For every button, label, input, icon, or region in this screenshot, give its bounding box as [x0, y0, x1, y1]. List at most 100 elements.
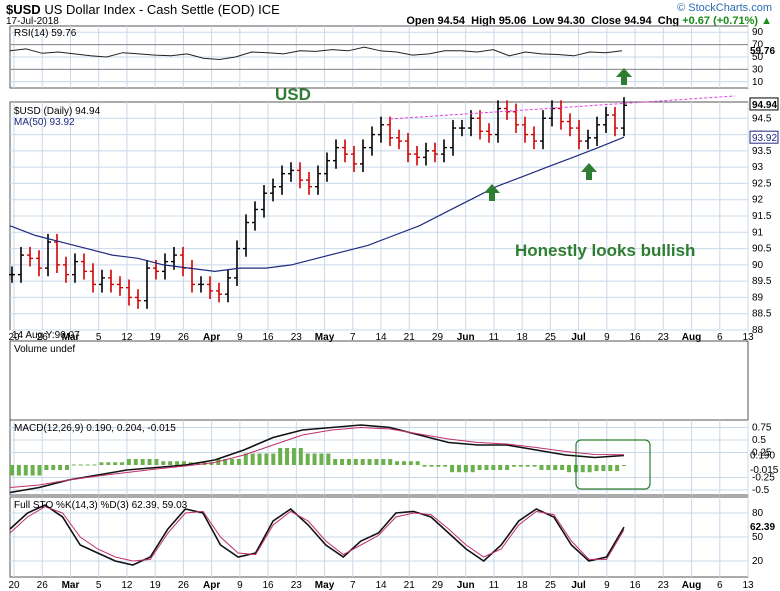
x-tick-label-bottom: 18 [517, 580, 529, 591]
macd-histogram-bar [168, 461, 173, 465]
rsi-line [9, 46, 623, 61]
y-tick-label: 89 [752, 292, 764, 303]
y-tick-label: 0.25 [752, 448, 772, 459]
up-arrow-icon [581, 163, 597, 180]
macd-histogram-bar [37, 465, 42, 476]
x-tick-label-bottom: 6 [717, 580, 723, 591]
y-tick-label: -0.25 [752, 473, 775, 484]
macd-histogram-bar [175, 461, 180, 465]
y-tick-label: 93.5 [752, 146, 772, 157]
x-tick-label: 11 [489, 332, 500, 343]
x-tick-label-bottom: 21 [404, 580, 416, 591]
price-label: $USD (Daily) 94.94 [14, 106, 101, 117]
chart-date: 17-Jul-2018 [6, 16, 59, 27]
x-tick-label-bottom: 14 [375, 580, 387, 591]
macd-histogram-bar [415, 461, 420, 465]
sto-label: Full STO %K(14,3) %D(3) 62.39, 59.03 [14, 500, 188, 511]
macd-histogram-bar [10, 465, 14, 476]
chart-title: $USD US Dollar Index - Cash Settle (EOD)… [6, 2, 280, 17]
instrument-name: US Dollar Index - Cash Settle (EOD) [44, 2, 255, 17]
macd-line [9, 424, 625, 494]
macd-histogram-bar [78, 464, 83, 466]
macd-histogram-bar [271, 453, 276, 465]
y-tick-label: 92 [752, 195, 764, 206]
macd-histogram-bar [223, 459, 228, 465]
x-tick-label: 18 [517, 332, 529, 343]
macd-histogram-bar [395, 461, 400, 465]
x-tick-label: 23 [291, 332, 303, 343]
ma50-line [9, 136, 625, 273]
rsi-label: RSI(14) 59.76 [14, 28, 77, 39]
y-tick-label: 80 [752, 508, 764, 519]
macd-label: MACD(12,26,9) 0.190, 0.204, -0.015 [14, 423, 176, 434]
macd-histogram-bar [470, 465, 475, 473]
x-tick-label: 12 [121, 332, 133, 343]
macd-histogram-bar [511, 465, 516, 467]
macd-histogram-bar [305, 453, 310, 465]
macd-histogram-bar [51, 465, 56, 470]
x-tick-label-bottom: Mar [62, 580, 80, 591]
macd-histogram-bar [30, 465, 35, 476]
macd-histogram-bar [422, 465, 427, 467]
macd-histogram-bar [154, 459, 159, 465]
x-tick-label: 6 [717, 332, 723, 343]
macd-histogram-bar [601, 465, 606, 472]
y-tick-label: 0.5 [752, 435, 766, 446]
low-marker: 14 Aug Y:90.07 [12, 330, 80, 341]
x-tick-label-bottom: 16 [263, 580, 275, 591]
y-tick-label: 90 [752, 260, 764, 271]
macd-histogram-bar [388, 459, 393, 465]
x-tick-label: May [315, 332, 335, 343]
macd-histogram-bar [285, 448, 290, 465]
x-tick-label: 9 [237, 332, 243, 343]
x-tick-label: 26 [37, 332, 49, 343]
macd-histogram-bar [85, 464, 90, 466]
macd-histogram-bar [333, 459, 338, 465]
macd-histogram-bar [147, 459, 152, 465]
macd-histogram-bar [367, 459, 372, 465]
y-tick-label: 89.5 [752, 276, 772, 287]
y-tick-label: 91 [752, 227, 764, 238]
x-tick-label-bottom: 9 [237, 580, 243, 591]
x-tick-label: 21 [404, 332, 416, 343]
macd-histogram-bar [99, 462, 104, 465]
macd-histogram-bar [291, 448, 296, 465]
macd-histogram-bar [353, 459, 358, 465]
macd-histogram-bar [463, 465, 468, 473]
y-tick-label: 92.5 [752, 178, 772, 189]
macd-histogram-bar [456, 465, 461, 473]
macd-histogram-bar [319, 453, 324, 465]
macd-histogram-bar [140, 459, 145, 465]
macd-histogram-bar [209, 462, 214, 465]
x-tick-label-bottom: 23 [658, 580, 670, 591]
macd-signal-line [9, 426, 625, 488]
macd-histogram-bar [615, 465, 620, 472]
macd-histogram-bar [408, 461, 413, 465]
macd-histogram-bar [594, 465, 599, 472]
y-tick-label: 88.5 [752, 309, 772, 320]
rsi-last-value: 59.76 [750, 46, 775, 57]
y-tick-label: 90 [752, 27, 764, 38]
change-value: +0.67 (+0.71%) [682, 15, 759, 27]
x-tick-label-bottom: 23 [291, 580, 303, 591]
macd-histogram-bar [587, 465, 592, 473]
x-tick-label-bottom: 16 [630, 580, 642, 591]
up-triangle-icon: ▲ [761, 15, 772, 27]
y-tick-label: 20 [752, 556, 764, 567]
macd-histogram-bar [106, 462, 111, 465]
x-tick-label-bottom: 12 [121, 580, 133, 591]
x-tick-label: 16 [263, 332, 275, 343]
ma-last-box [749, 130, 779, 144]
macd-histogram-bar [126, 459, 131, 465]
macd-histogram-bar [560, 465, 565, 470]
x-tick-label-bottom: Aug [682, 580, 701, 591]
sto-d-line [9, 506, 625, 562]
macd-histogram-bar [326, 453, 331, 465]
macd-last-value: 0.190 [750, 451, 775, 462]
x-tick-label: Aug [682, 332, 701, 343]
y-tick-label: 88 [752, 325, 764, 336]
x-tick-label: 13 [742, 332, 754, 343]
macd-histogram-bar [505, 465, 510, 470]
x-tick-label-bottom: Jul [571, 580, 586, 591]
x-tick-label-bottom: 25 [545, 580, 557, 591]
